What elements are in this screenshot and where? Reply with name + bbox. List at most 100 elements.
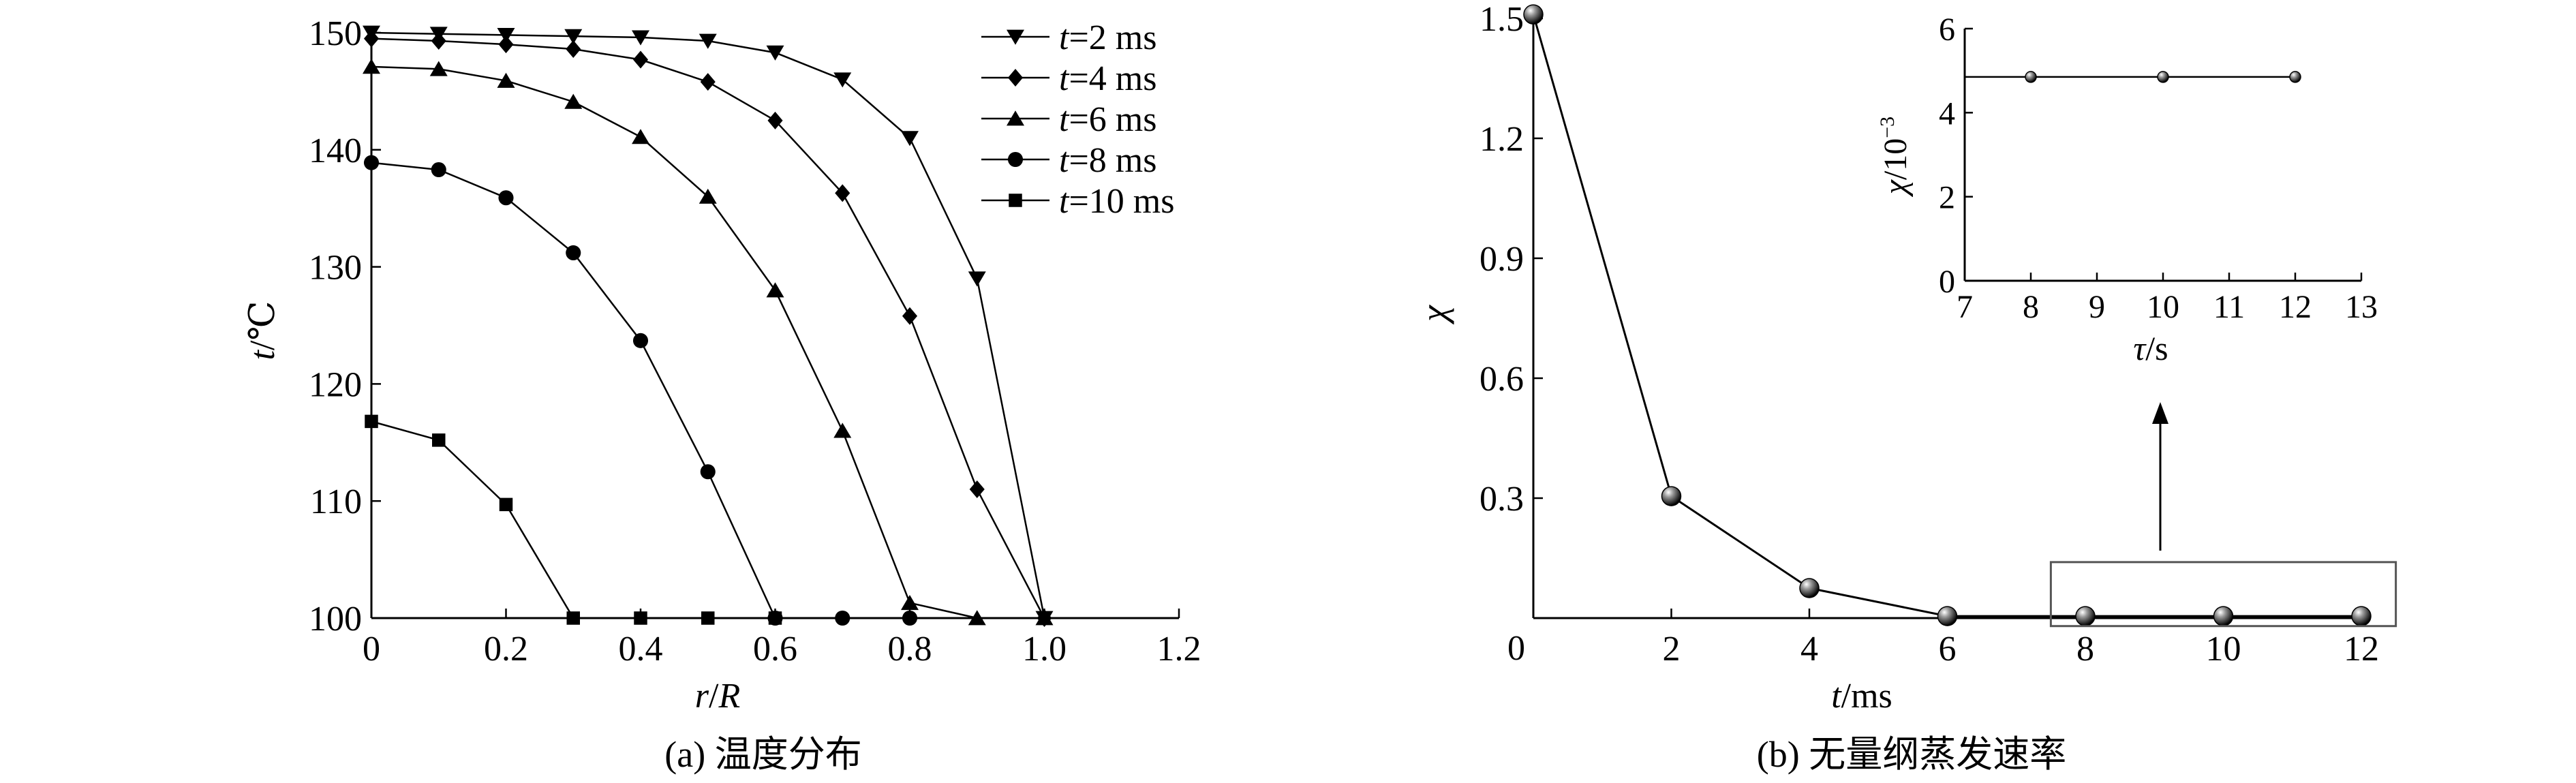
y-tick-label: 100	[309, 600, 362, 639]
data-point	[431, 32, 446, 50]
y-tick-label: 140	[309, 132, 362, 170]
data-point	[768, 611, 782, 625]
series-2	[363, 29, 1052, 627]
legend-marker	[1007, 29, 1024, 45]
x-tick-label: 8	[2076, 630, 2094, 669]
inset-y-tick-label: 6	[1939, 12, 1955, 48]
inset-x-tick-label: 12	[2279, 289, 2312, 325]
x-tick-label: 2	[1663, 630, 1681, 669]
data-point	[1799, 578, 1820, 598]
data-point	[431, 162, 446, 178]
data-point	[632, 30, 649, 46]
inset-pointer-arrow	[2152, 402, 2168, 551]
chart-a-legend: t=2 mst=4 mst=6 mst=8 mst=10 ms	[981, 18, 1174, 221]
data-point	[968, 271, 986, 287]
series-line	[371, 420, 776, 619]
data-point	[902, 307, 918, 325]
inset-series-1	[1965, 71, 2301, 83]
legend-label: t=10 ms	[1059, 182, 1174, 221]
chart-a-y-axis-label: t/℃	[243, 301, 282, 360]
data-point	[901, 131, 919, 147]
legend-entry-1: t=2 ms	[981, 18, 1156, 57]
legend-var: t	[1059, 100, 1070, 139]
inset-x-tick-label: 8	[2023, 289, 2039, 325]
inset-data-point	[2157, 71, 2169, 83]
data-point	[699, 33, 717, 49]
data-point	[566, 245, 581, 261]
x-tick-label: 0	[363, 630, 380, 669]
y-tick-label: 0.3	[1479, 480, 1524, 519]
data-point	[767, 111, 783, 129]
data-point	[700, 464, 716, 480]
legend-text: =2 ms	[1069, 18, 1156, 57]
inset-series	[1965, 71, 2301, 83]
data-point	[835, 184, 850, 202]
inset-x-tick-label: 10	[2147, 289, 2179, 325]
x-tick-label: 1.2	[1157, 630, 1201, 669]
x-tick-label: 0.4	[619, 630, 663, 669]
inset-data-point	[2289, 71, 2301, 83]
data-point	[2075, 606, 2096, 626]
inset-axes	[1963, 29, 2361, 282]
data-point	[2213, 606, 2234, 626]
data-point	[564, 93, 583, 109]
legend-text: =4 ms	[1069, 59, 1156, 98]
data-point	[497, 72, 515, 88]
data-point	[902, 610, 918, 626]
inset-x-tick-label: 9	[2089, 289, 2105, 325]
series-4	[363, 155, 918, 626]
legend-marker	[1007, 151, 1024, 168]
inset-y-tick-label: 2	[1939, 180, 1955, 216]
x-tick-label: 12	[2344, 630, 2379, 669]
data-point	[429, 61, 448, 76]
legend-marker	[1009, 194, 1022, 207]
chart-a-x-axis-label: r/R	[695, 677, 740, 716]
inset-ticks: 7 8 9 10 11 12 13 0 2 4 6	[1939, 12, 2378, 325]
legend-entry-3: t=6 ms	[981, 100, 1156, 139]
data-point	[1523, 4, 1544, 25]
data-point	[901, 594, 919, 611]
legend-var: t	[1059, 59, 1070, 98]
data-point	[498, 35, 514, 54]
data-point	[498, 190, 514, 206]
chart-b-ticks: 2 4 6 8 10 12 0.3 0.6 0.9 1.2 1.5	[1479, 0, 2379, 669]
data-point	[766, 45, 784, 61]
data-point	[833, 72, 852, 88]
legend-label: t=4 ms	[1059, 59, 1156, 98]
legend-entry-4: t=8 ms	[981, 141, 1156, 180]
chart-a-caption: (a) 温度分布	[664, 734, 861, 775]
y-tick-label: 0.9	[1479, 240, 1524, 279]
chart-b-y-axis-label: χ	[1413, 305, 1454, 325]
data-point	[835, 610, 850, 626]
inset-y-axis-label: χ/10−3	[1876, 117, 1914, 197]
data-point	[766, 282, 784, 298]
chart-a-ticks: 0 0.2 0.4 0.6 0.8 1.0 1.2 100 110 120 130 140 150	[309, 14, 1201, 669]
chart-a-series	[363, 25, 1054, 627]
legend-marker	[1007, 69, 1024, 87]
legend-text: =6 ms	[1069, 100, 1156, 139]
x-tick-label: 10	[2206, 630, 2241, 669]
chart-b-x-axis-label: t/ms	[1831, 677, 1892, 716]
data-point	[363, 59, 380, 74]
inset-x-tick-label: 13	[2345, 289, 2378, 325]
data-point	[968, 610, 986, 626]
legend-var: t	[1059, 141, 1070, 180]
data-point	[564, 29, 583, 44]
data-point	[432, 433, 446, 447]
legend-entry-2: t=4 ms	[981, 59, 1156, 98]
y-tick-label: 1.5	[1479, 0, 1524, 39]
y-tick-label: 150	[309, 14, 362, 53]
inset-chart: 7 8 9 10 11 12 13 0 2 4 6 τ/s χ/10−3	[1876, 12, 2378, 367]
data-point	[363, 155, 380, 170]
data-point	[1937, 606, 1958, 626]
y-tick-label: 1.2	[1479, 120, 1524, 159]
x-tick-label: 1.0	[1022, 630, 1067, 669]
series-line	[371, 31, 1045, 619]
legend-marker	[1007, 110, 1024, 126]
series-line	[371, 65, 1045, 619]
series-line	[371, 37, 1045, 619]
evaporation-rate-chart: 2 4 6 8 10 12 0.3 0.6 0.9 1.2 1.5 0 t/ms χ (b) 无量纲…	[1413, 0, 2397, 775]
x-tick-label: 0.2	[484, 630, 528, 669]
